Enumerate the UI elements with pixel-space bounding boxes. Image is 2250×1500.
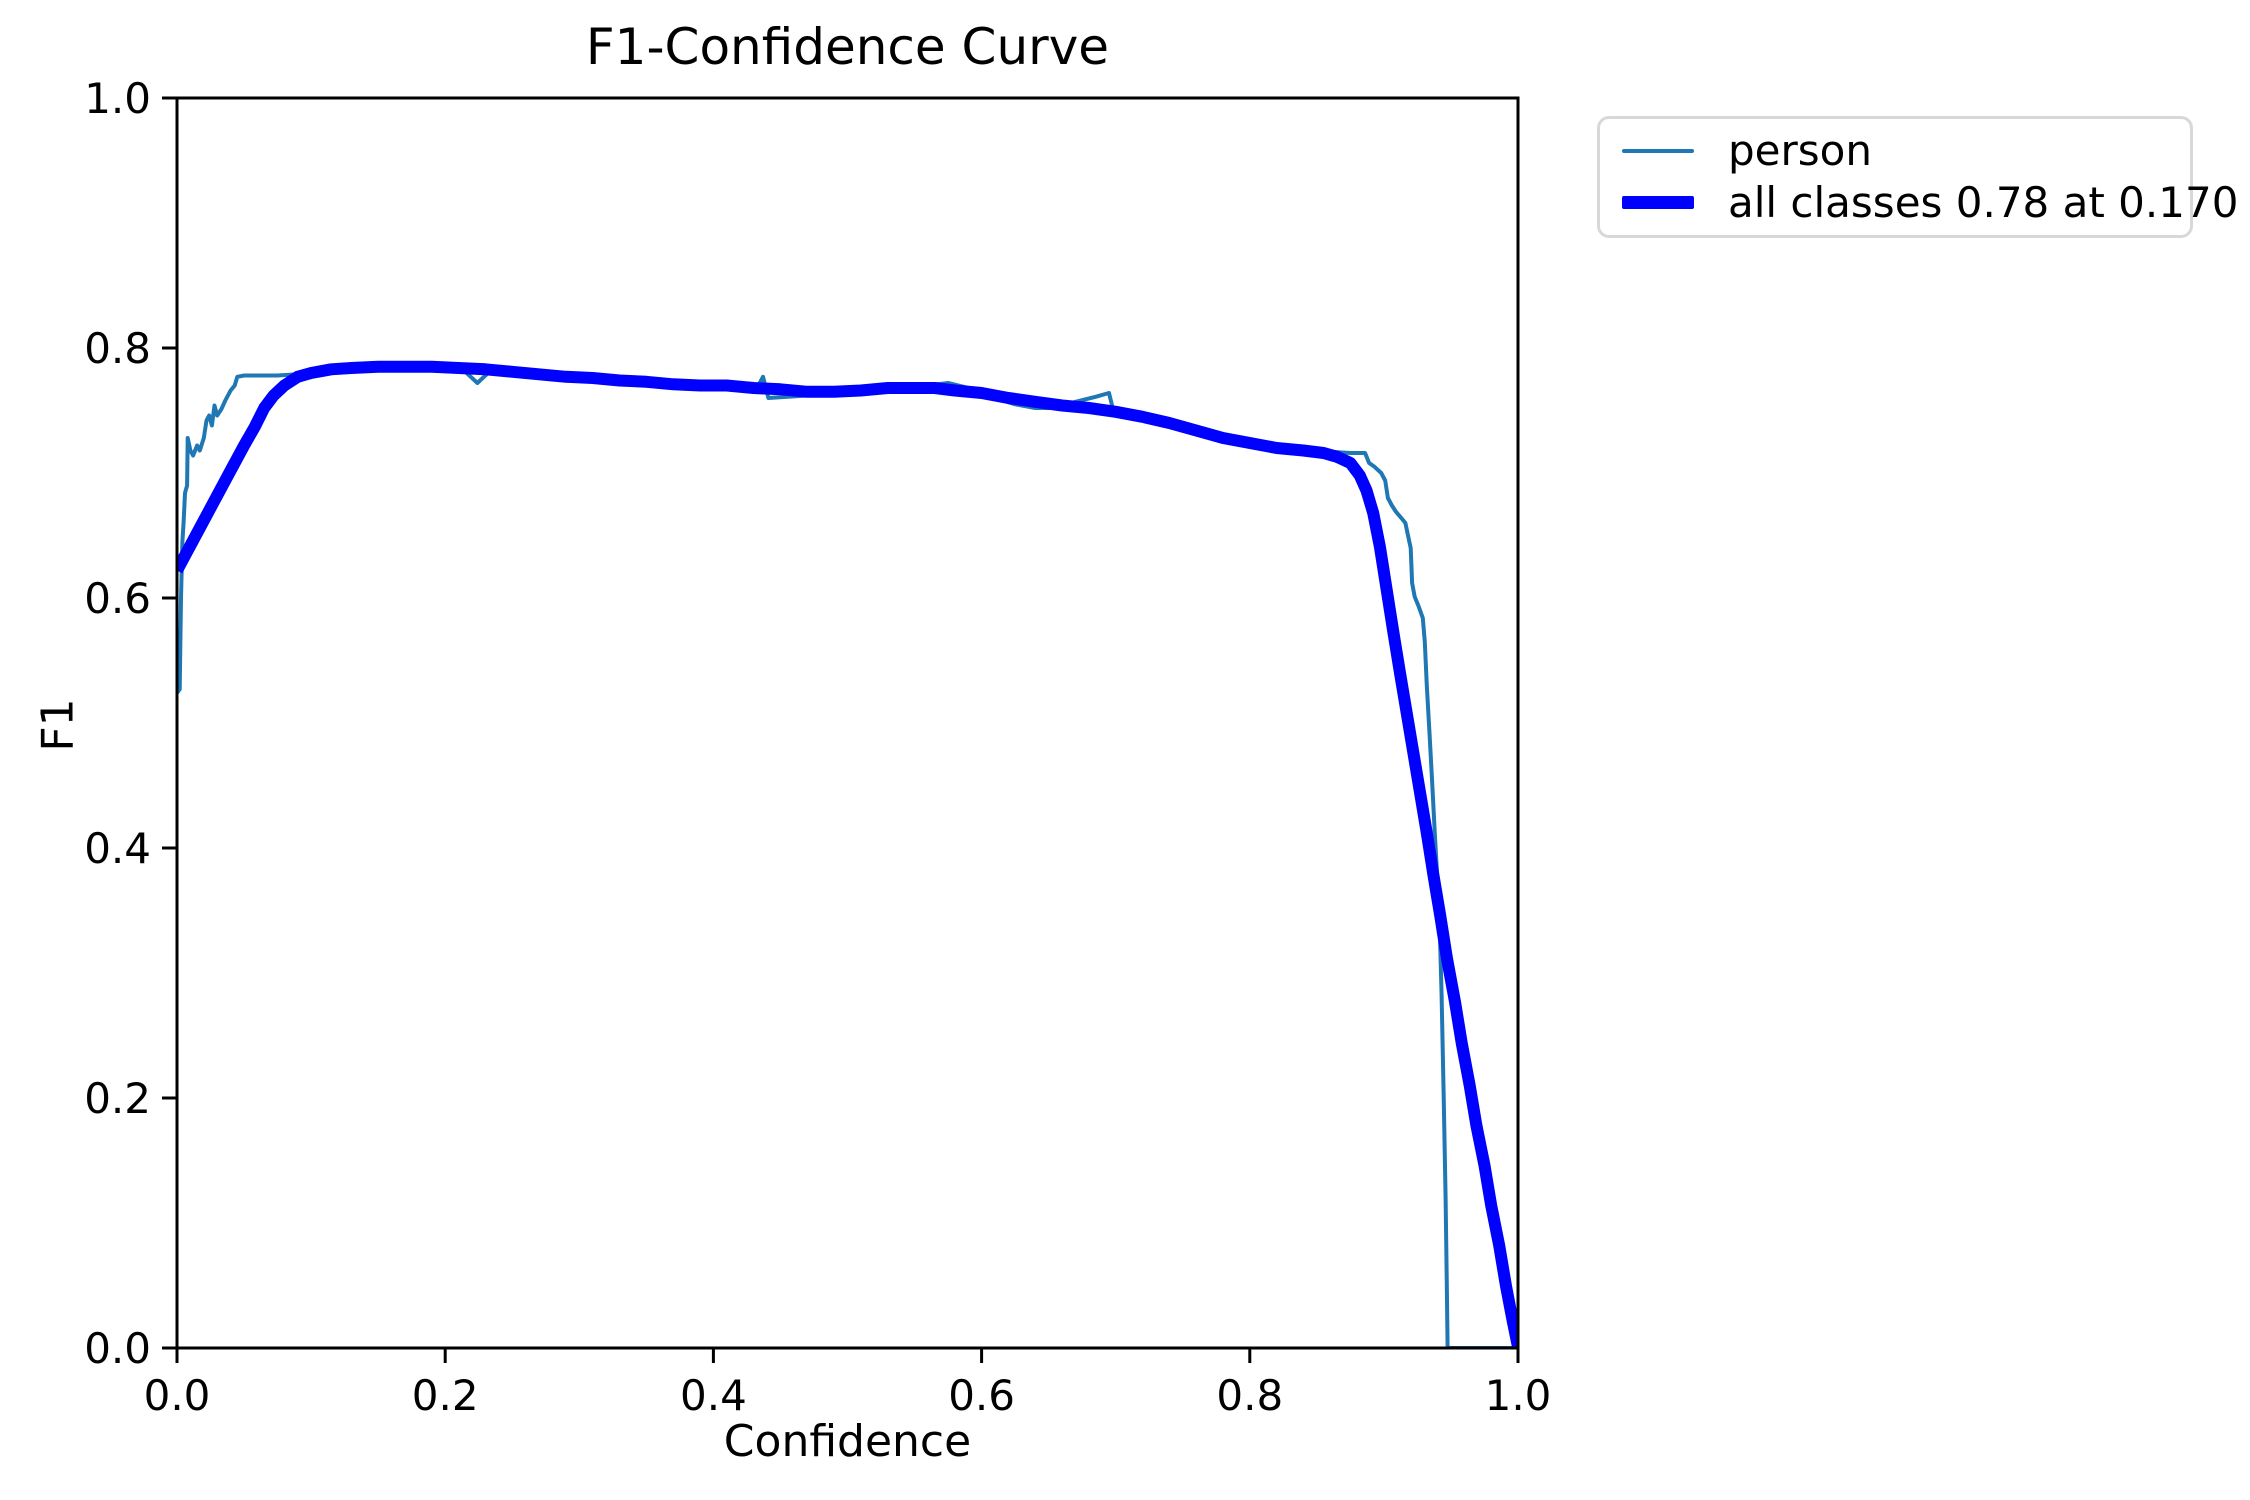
- legend-entry-person: person: [1622, 128, 2168, 174]
- y-tick-label: 0.2: [84, 1074, 151, 1123]
- x-tick-label: 0.0: [144, 1371, 211, 1420]
- legend-label-all-classes: all classes 0.78 at 0.170: [1728, 177, 2239, 227]
- y-tick-label: 0.4: [84, 824, 151, 873]
- legend-line-swatch-person: [1622, 149, 1694, 154]
- legend-line-swatch-all-classes: [1622, 196, 1694, 210]
- x-tick-label: 1.0: [1485, 1371, 1552, 1420]
- axes-spines: [175, 96, 1520, 1350]
- series-line-all-classes: [177, 360, 1518, 1348]
- y-tick-label: 0.0: [84, 1324, 151, 1373]
- y-tick-label: 0.6: [84, 574, 151, 623]
- y-tick-label: 0.8: [84, 324, 151, 373]
- x-axis-label: Confidence: [723, 1416, 972, 1467]
- x-tick-label: 0.2: [412, 1371, 479, 1420]
- x-tick-label: 0.8: [1216, 1371, 1283, 1420]
- series-line-person: [177, 364, 1518, 1348]
- legend-entry-all-classes: all classes 0.78 at 0.170: [1622, 179, 2238, 226]
- x-tick-label: 0.6: [948, 1371, 1015, 1420]
- chart-title: F1-Confidence Curve: [585, 18, 1110, 76]
- legend-label-person: person: [1728, 126, 1872, 176]
- legend: person all classes 0.78 at 0.170: [1597, 116, 2238, 238]
- x-tick-label: 0.4: [680, 1371, 747, 1420]
- y-tick-label: 1.0: [84, 74, 151, 123]
- y-axis-label: F1: [32, 698, 84, 752]
